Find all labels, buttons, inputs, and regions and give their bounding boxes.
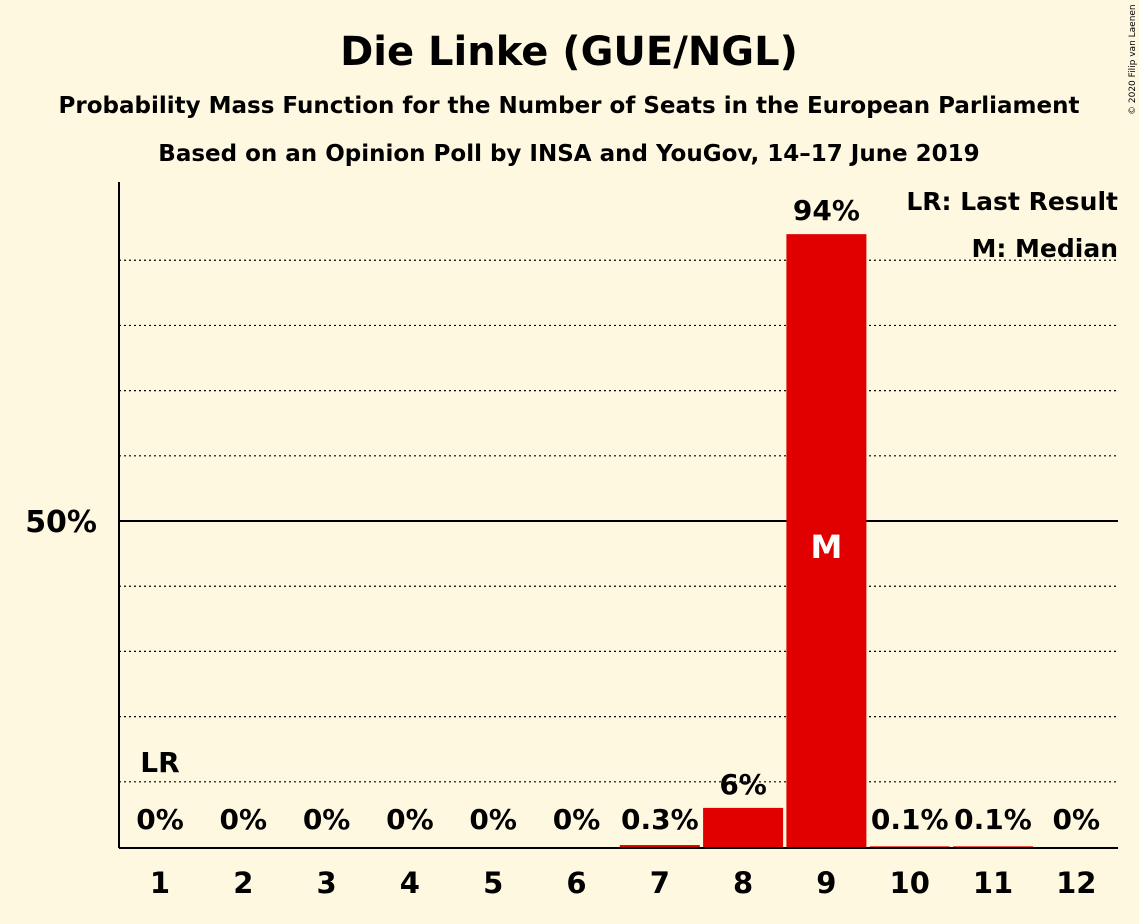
x-tick-label: 2 (233, 866, 253, 900)
x-tick-label: 8 (733, 866, 753, 900)
data-label-4: 0% (386, 803, 434, 836)
bar-9 (786, 234, 867, 847)
x-tick-label: 5 (483, 866, 503, 900)
x-tick-label: 12 (1056, 866, 1096, 900)
legend-entry: M: Median (971, 234, 1118, 263)
data-label-11: 0.1% (954, 803, 1032, 836)
bar-7 (619, 845, 700, 847)
data-label-6: 0% (553, 803, 601, 836)
x-tick-label: 4 (400, 866, 420, 900)
bar-11 (953, 846, 1033, 847)
x-tick-label: 7 (650, 866, 670, 900)
data-label-5: 0% (469, 803, 517, 836)
data-label-1: 0% (136, 803, 184, 836)
x-tick-label: 6 (566, 866, 586, 900)
data-label-9: 94% (793, 194, 860, 227)
x-tick-label: 1 (150, 866, 170, 900)
data-label-12: 0% (1053, 803, 1101, 836)
copyright-note: © 2020 Filip van Laenen (1128, 4, 1138, 115)
legend: LR: Last Result M: Median (906, 187, 1118, 263)
x-tick-label: 10 (890, 866, 930, 900)
data-label-7: 0.3% (621, 803, 699, 836)
x-tick-label: 3 (317, 866, 337, 900)
data-labels: 0% 0% 0% 0% 0% 0% 0.3% 6% 94% 0.1% 0.1% 0% LR M (136, 194, 1100, 836)
bars (619, 234, 1033, 847)
data-label-8: 6% (719, 768, 767, 801)
data-label-2: 0% (220, 803, 268, 836)
chart-subtitle: Probability Mass Function for the Number… (59, 93, 1080, 119)
last-result-marker: LR (140, 746, 179, 779)
legend-entry: LR: Last Result (906, 187, 1118, 216)
bar-8 (703, 807, 784, 847)
chart-title: Die Linke (GUE/NGL) (340, 29, 798, 75)
axes: 50%1 2 3 4 5 6 7 8 9 10 11 12 (25, 182, 1118, 900)
x-tick-label: 9 (816, 866, 836, 900)
median-marker: M (810, 528, 842, 566)
data-label-10: 0.1% (871, 803, 949, 836)
chart-subtitle-source: Based on an Opinion Poll by INSA and You… (158, 141, 979, 167)
bar-10 (869, 846, 950, 847)
data-label-3: 0% (303, 803, 351, 836)
x-tick-label: 11 (973, 866, 1013, 900)
y-tick-label: 50% (25, 505, 97, 540)
gridlines (119, 259, 1118, 783)
